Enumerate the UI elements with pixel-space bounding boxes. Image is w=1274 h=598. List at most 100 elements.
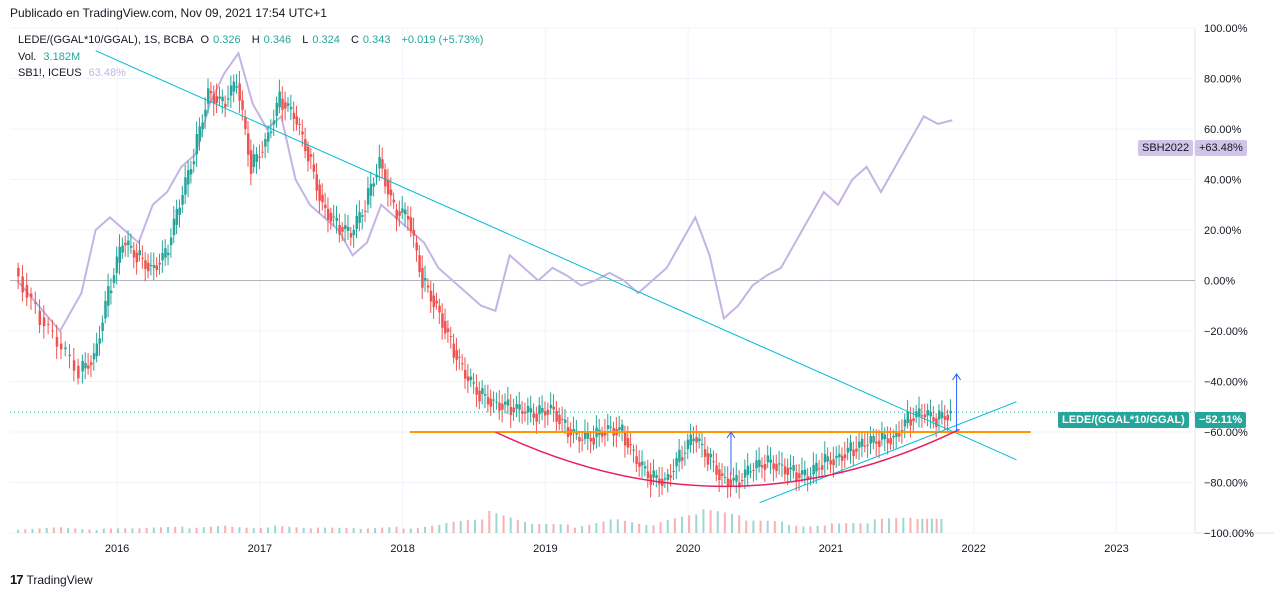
volume-bar (88, 529, 91, 533)
volume-bar (52, 527, 55, 533)
volume-bar (738, 515, 741, 533)
candle-body (923, 414, 927, 418)
candle-body (187, 170, 190, 185)
candle-body (87, 365, 90, 369)
candle-body (475, 387, 478, 395)
y-tick-label: −40.00% (1204, 377, 1248, 389)
legend-low: 0.324 (312, 34, 340, 46)
candle-body (395, 209, 398, 219)
volume-bar (545, 524, 548, 533)
candle-body (295, 116, 299, 125)
candle-body (355, 215, 359, 229)
candle-body (626, 438, 630, 448)
legend-compare-row: SB1!, ICEUS 63.48% (18, 67, 130, 79)
candle-body (167, 252, 170, 256)
candle-body (820, 465, 824, 470)
candle-body (755, 460, 758, 469)
volume-bar (495, 513, 498, 533)
legend-compare-label: SB1!, ICEUS (18, 67, 82, 79)
candle-body (855, 448, 858, 452)
volume-bar (930, 518, 933, 533)
footer-brand[interactable]: 17 TradingView (10, 572, 93, 587)
y-tick-label: 100.00% (1204, 23, 1248, 35)
volume-bar (502, 515, 505, 533)
volume-bar (895, 518, 898, 533)
candle-body (481, 388, 484, 395)
candle-body (129, 245, 133, 248)
candle-body (135, 252, 139, 263)
candle-body (77, 365, 80, 379)
volume-bar (852, 523, 855, 533)
volume-bar (552, 524, 555, 533)
volume-bar (159, 527, 162, 533)
volume-bar (802, 526, 805, 533)
candle-body (421, 267, 424, 288)
volume-bar (459, 520, 462, 533)
candle-body (512, 407, 516, 412)
volume-bar (702, 509, 705, 533)
candle-body (92, 353, 96, 360)
candle-body (218, 96, 221, 99)
candle-body (255, 154, 259, 162)
candle-body (641, 461, 644, 466)
candle-body (398, 211, 401, 216)
volume-bar (117, 528, 120, 533)
legend-compare-value: 63.48% (88, 67, 126, 79)
volume-bar (209, 526, 212, 533)
candle-body (529, 408, 533, 413)
legend-close: 0.343 (362, 34, 391, 46)
candle-body (646, 471, 650, 479)
candle-body (875, 441, 878, 444)
candle-body (195, 134, 199, 155)
legend-high: 0.346 (263, 34, 292, 46)
volume-bar (109, 528, 112, 533)
volume-bar (823, 525, 826, 533)
volume-bar (74, 528, 77, 533)
candle-body (389, 189, 393, 196)
volume-bar (688, 515, 691, 533)
legend-volume: 3.182M (43, 51, 81, 63)
candle-body (823, 453, 827, 463)
volume-bar (673, 518, 676, 533)
candle-body (404, 209, 407, 215)
candle-body (344, 225, 347, 229)
volume-bar (274, 525, 277, 533)
candle-body (484, 394, 487, 396)
volume-bar (217, 526, 220, 533)
candle-body (346, 226, 350, 232)
candle-body (42, 317, 46, 327)
candle-body (746, 465, 750, 475)
candle-body (486, 397, 490, 405)
candle-body (835, 455, 838, 459)
y-tick-label: −100.00% (1204, 528, 1254, 540)
candle-body (541, 408, 544, 413)
candle-body (127, 240, 130, 246)
candle-body (441, 313, 444, 328)
candle-body (169, 237, 173, 246)
volume-bar (566, 524, 569, 533)
volume-bar (888, 518, 891, 533)
volume-bar (381, 527, 384, 533)
volume-bar (780, 521, 783, 533)
candle-body (55, 337, 59, 347)
volume-bar (266, 527, 269, 533)
candle-body (780, 464, 784, 466)
volume-bar (481, 519, 484, 533)
candle-body (209, 91, 213, 94)
candle-body (215, 96, 219, 104)
candle-body (138, 250, 141, 256)
candle-body (432, 295, 436, 308)
candle-body (221, 96, 224, 102)
volume-bar (366, 528, 369, 533)
candle-body (264, 138, 267, 147)
candle-body (532, 413, 536, 418)
volume-bar (752, 520, 755, 533)
candle-body (686, 439, 690, 450)
volume-bar (474, 519, 477, 533)
candle-body (281, 98, 284, 110)
published-header: Publicado en TradingView.com, Nov 09, 20… (10, 6, 327, 20)
candle-body (726, 478, 730, 487)
candle-body (104, 300, 107, 319)
candle-body (792, 464, 795, 471)
